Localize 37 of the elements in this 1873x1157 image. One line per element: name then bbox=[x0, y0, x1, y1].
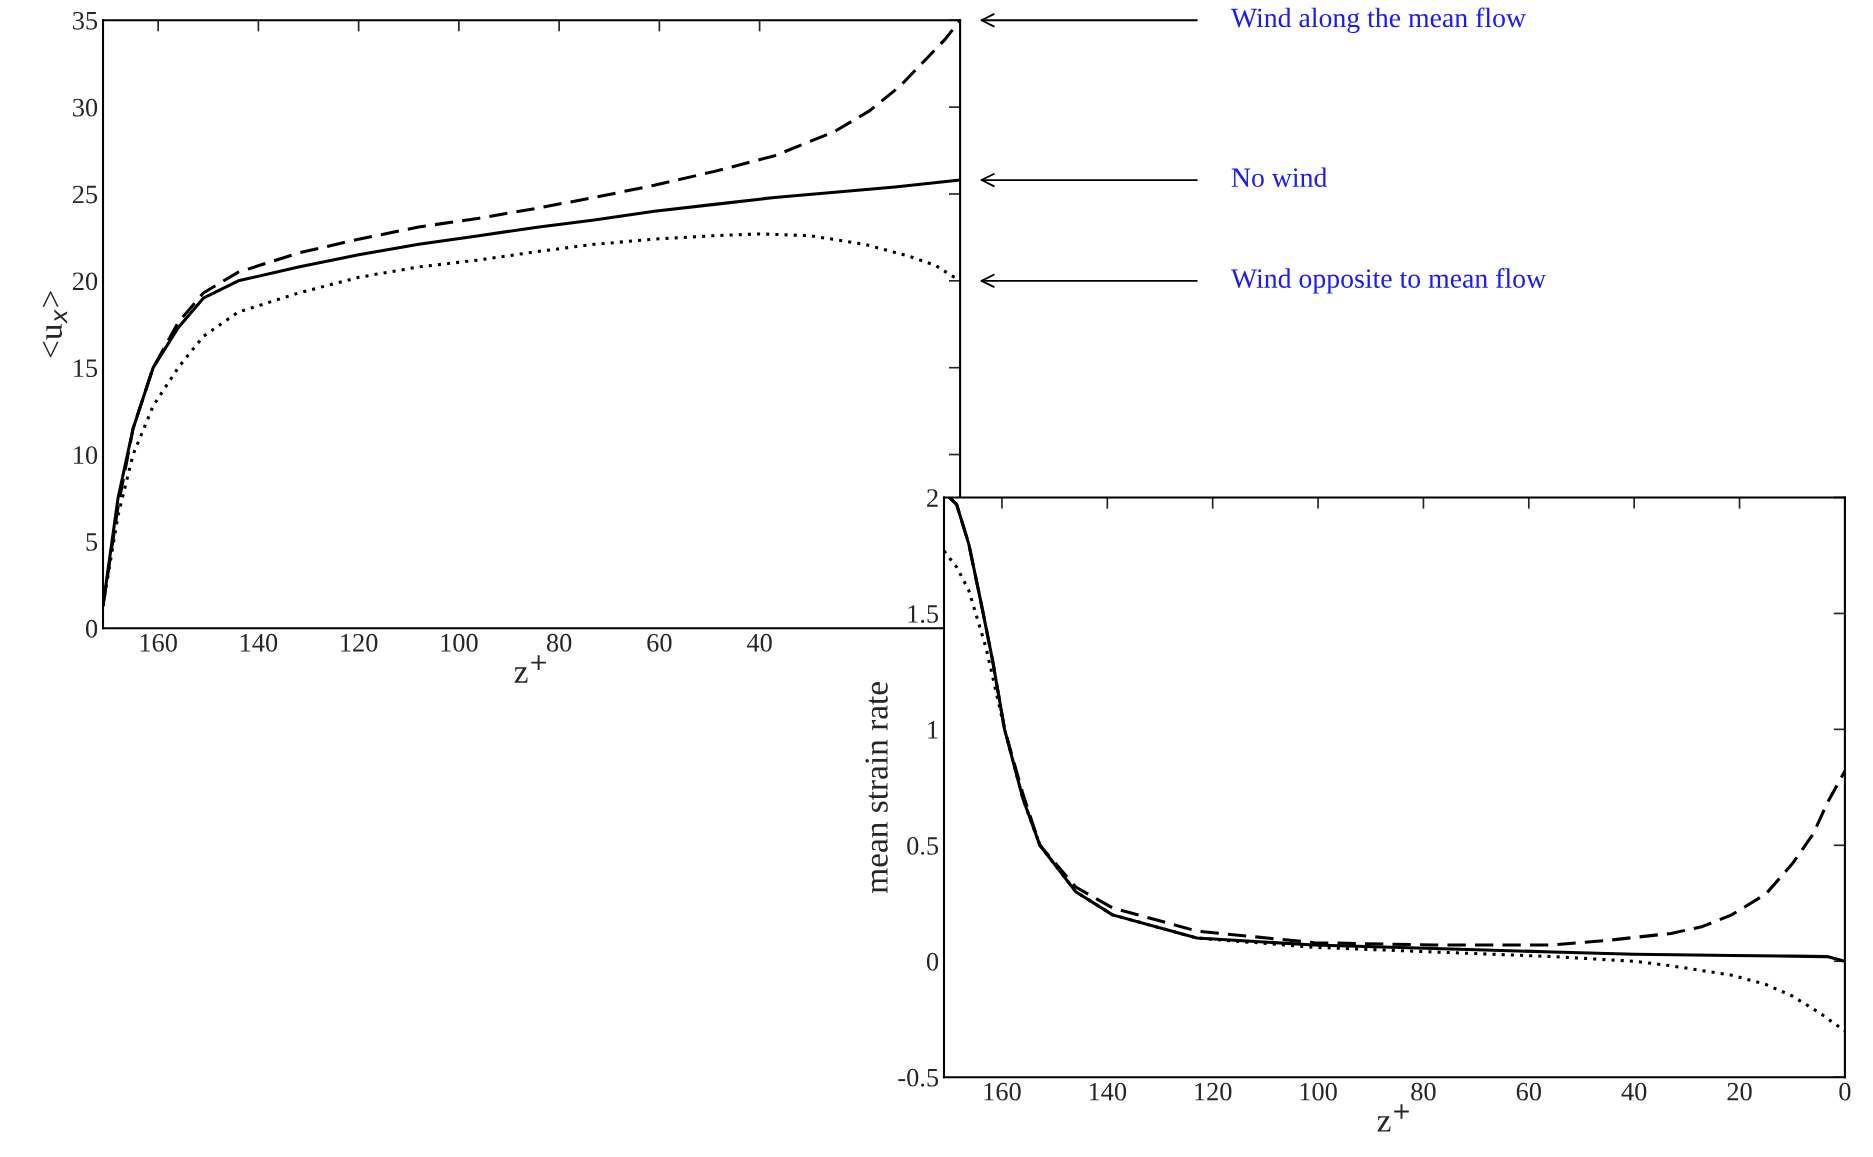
x-tick-label: 80 bbox=[1411, 1082, 1436, 1101]
y-tick-label: 0.5 bbox=[907, 836, 939, 855]
x-tick-label: 80 bbox=[546, 633, 572, 652]
x-tick-label: 120 bbox=[341, 633, 378, 652]
x-axis-title: z$^{+}$ bbox=[1377, 1104, 1409, 1132]
y-tick-label: 0 bbox=[85, 619, 98, 638]
x-tick-label: 140 bbox=[240, 633, 278, 652]
y-tick-label: 1 bbox=[928, 721, 938, 739]
y-tick-label: -0.5 bbox=[898, 1068, 939, 1087]
x-axis-title: z$^{+}$ bbox=[514, 655, 546, 683]
y-tick-label: 2 bbox=[927, 489, 938, 507]
y-tick-label: 10 bbox=[74, 446, 98, 464]
y-axis-title: <u$_{x}$> bbox=[42, 291, 68, 358]
text: Wind opposite to mean flow bbox=[1230, 268, 1546, 294]
y-tick-label: 35 bbox=[73, 11, 98, 30]
y-axis-title: mean strain rate bbox=[865, 682, 888, 894]
x-tick-label: 100 bbox=[1300, 1082, 1337, 1101]
y-tick-label: 20 bbox=[72, 272, 98, 291]
x-tick-label: 120 bbox=[1195, 1082, 1232, 1101]
y-tick-label: 1.5 bbox=[908, 605, 939, 623]
x-tick-label: 20 bbox=[1727, 1082, 1752, 1101]
x-tick-label: 160 bbox=[984, 1082, 1021, 1101]
y-tick-label: 30 bbox=[73, 98, 98, 117]
x-tick-label: 40 bbox=[746, 633, 772, 652]
text: No wind bbox=[1231, 167, 1328, 188]
y-tick-label: 0 bbox=[926, 952, 939, 971]
x-tick-label: 160 bbox=[140, 633, 177, 652]
y-tick-label: 15 bbox=[74, 359, 98, 378]
x-tick-label: 60 bbox=[647, 633, 672, 652]
x-tick-label: 0 bbox=[1839, 1082, 1851, 1101]
y-tick-label: 25 bbox=[72, 185, 98, 204]
x-tick-label: 100 bbox=[441, 633, 478, 652]
text: Wind along the mean flow bbox=[1230, 7, 1526, 34]
y-tick-label: 5 bbox=[86, 533, 98, 551]
x-tick-label: 140 bbox=[1089, 1082, 1127, 1101]
x-tick-label: 60 bbox=[1516, 1082, 1541, 1101]
x-tick-label: 40 bbox=[1621, 1082, 1647, 1101]
